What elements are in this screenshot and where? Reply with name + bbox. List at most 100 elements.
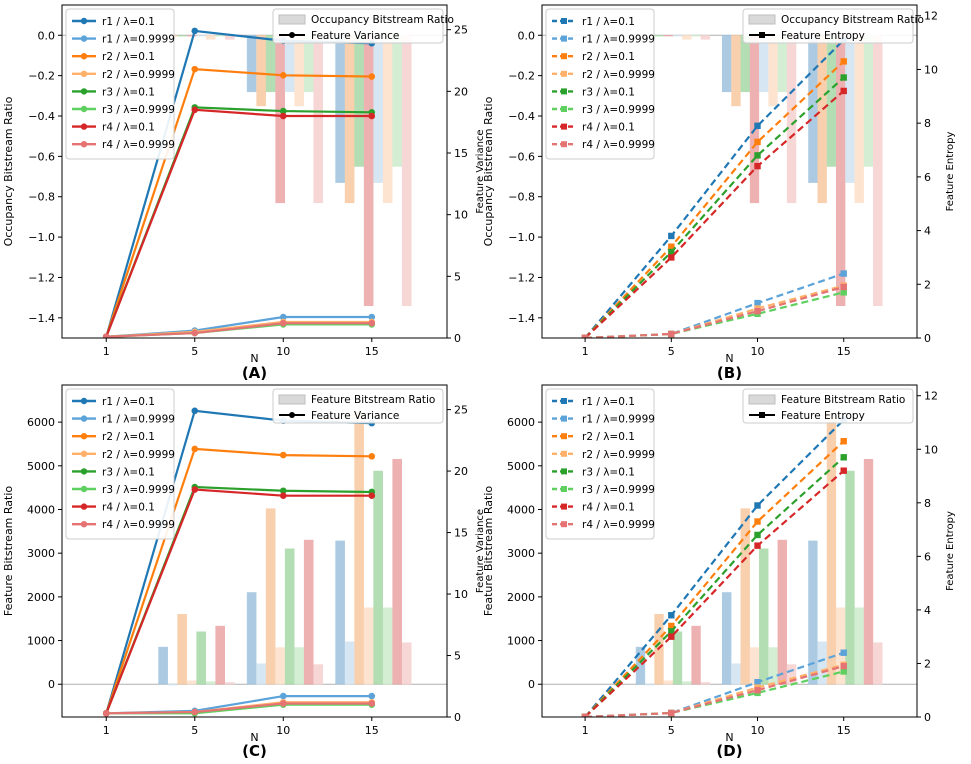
legend-marker	[561, 486, 567, 492]
legend-label: r3 / λ=0.9999	[102, 104, 175, 116]
legend-series: r1 / λ=0.1 r1 / λ=0.9999 r2 / λ=0.1 r2 / λ=…	[545, 388, 655, 540]
point	[279, 700, 287, 707]
legend-marker	[561, 123, 567, 130]
point	[191, 329, 199, 337]
y2-tick-label: 10	[454, 209, 468, 222]
legend-label: r2 / λ=0.1	[582, 431, 635, 443]
legend-label: r3 / λ=0.1	[102, 466, 155, 478]
bar	[700, 682, 711, 685]
bar	[373, 470, 383, 685]
bar	[854, 607, 864, 685]
legend-marker	[561, 88, 567, 95]
point	[840, 87, 847, 95]
x-tick-label: 15	[365, 345, 379, 358]
point	[840, 438, 847, 445]
legend-marker	[80, 521, 88, 528]
point	[368, 313, 376, 321]
legend-marker	[561, 433, 567, 440]
legend-label: r2 / λ=0.9999	[582, 69, 655, 81]
y2-tick-label: 20	[454, 465, 468, 478]
bar	[401, 34, 412, 307]
y2-tick-label: 2	[924, 278, 931, 291]
y2-tick-label: 12	[924, 10, 938, 23]
bar	[826, 413, 837, 685]
point	[754, 542, 761, 549]
bar	[863, 34, 874, 167]
legend-label: r3 / λ=0.1	[582, 86, 635, 98]
bar	[215, 34, 226, 37]
point	[191, 445, 199, 453]
y2-tick-label: 0	[454, 711, 461, 724]
bar	[722, 34, 732, 93]
legend-series: r1 / λ=0.1 r1 / λ=0.9999 r2 / λ=0.1 r2 / λ=…	[65, 8, 175, 160]
point	[668, 633, 675, 640]
bar	[224, 682, 235, 685]
y2-tick-label: 4	[924, 604, 931, 617]
y-tick-label: −0.2	[508, 70, 535, 83]
bar	[275, 647, 285, 685]
point	[668, 243, 675, 250]
legend-marker	[80, 415, 88, 422]
x-tick-label: 15	[837, 345, 851, 358]
y2-tick-label: 25	[454, 404, 468, 417]
legend-marker	[561, 415, 567, 422]
legend-marker	[561, 53, 567, 60]
bar	[344, 34, 355, 204]
legend-aux: Occupancy Bitstream Ratio Feature Varianc…	[272, 8, 454, 44]
y2-tick-label: 15	[454, 527, 468, 540]
series-line	[584, 440, 845, 717]
series-line	[584, 39, 845, 338]
point	[191, 106, 199, 114]
bar	[177, 614, 187, 685]
series-line	[585, 285, 845, 338]
legend-marker	[561, 450, 567, 457]
legend-label: r3 / λ=0.9999	[582, 104, 655, 116]
point	[279, 451, 287, 459]
point	[279, 107, 287, 115]
bar	[344, 641, 355, 685]
point	[368, 453, 376, 460]
legend-line-label: Feature Variance	[311, 30, 399, 42]
y-tick-label: 3000	[507, 547, 535, 560]
point	[840, 662, 847, 670]
legend-marker	[289, 412, 295, 418]
plot-frame	[61, 384, 448, 718]
legend-label: r1 / λ=0.1	[102, 396, 155, 408]
y-tick-label: 0.0	[38, 29, 56, 42]
x-tick-label: 10	[751, 345, 765, 358]
legend-marker	[561, 106, 567, 112]
y-tick-label: 5000	[27, 460, 55, 473]
bar	[854, 34, 864, 204]
y2-axis-label: Feature Variance	[475, 129, 486, 213]
y-tick-label: 5000	[507, 460, 535, 473]
legend-bar-label: Feature Bitstream Ratio	[311, 394, 435, 406]
point	[668, 628, 675, 635]
legend-marker	[80, 17, 88, 25]
y-tick-label: 3000	[27, 547, 55, 560]
x-tick-label: 10	[751, 724, 765, 737]
bar	[265, 34, 276, 93]
x-tick-label: 15	[837, 724, 851, 737]
y2-tick-label: 0	[454, 332, 461, 345]
legend-label: r4 / λ=0.1	[102, 502, 155, 514]
point	[191, 27, 199, 35]
legend-label: r1 / λ=0.9999	[582, 34, 655, 46]
y-tick-label: 6000	[507, 416, 535, 429]
series-line	[105, 447, 372, 714]
bar	[836, 607, 846, 685]
point	[102, 710, 110, 717]
x-tick-label: 5	[668, 724, 675, 737]
x-tick-label: 1	[582, 345, 589, 358]
series-line	[584, 60, 845, 338]
legend-marker	[80, 53, 88, 60]
legend-marker	[80, 503, 88, 510]
x-tick-label: 1	[103, 724, 110, 737]
bar	[256, 34, 266, 107]
bar	[186, 680, 197, 685]
legend-series: r1 / λ=0.1 r1 / λ=0.9999 r2 / λ=0.1 r2 / λ=…	[545, 8, 655, 160]
x-axis-label: N	[725, 731, 733, 744]
legend-marker	[80, 397, 88, 405]
point	[668, 232, 675, 240]
y2-tick-label: 25	[454, 24, 468, 37]
